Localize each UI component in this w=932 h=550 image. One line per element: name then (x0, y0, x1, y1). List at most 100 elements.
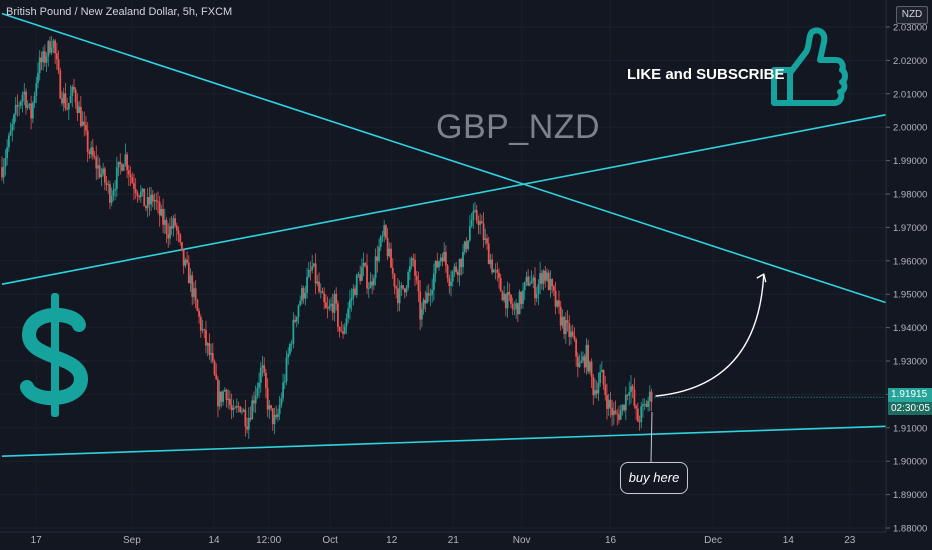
time-tick-label: 23 (844, 535, 856, 546)
price-axis-bg (886, 0, 932, 550)
candle-body (426, 292, 428, 304)
candle-body (69, 96, 72, 104)
candle-body (408, 266, 411, 273)
candle-body (571, 331, 574, 336)
candle-body (508, 292, 511, 295)
candle-body (331, 303, 334, 313)
trendlines[interactable] (1, 12, 892, 457)
price-tick-label: 1.99000 (893, 156, 927, 167)
trendline-upper-descending (1, 12, 892, 305)
candle-body (492, 269, 495, 273)
candle-body (187, 262, 190, 284)
thumbs-up-icon[interactable] (771, 27, 848, 106)
candle-body (414, 260, 416, 276)
candle-body (564, 320, 567, 335)
price-tick-label: 2.02000 (893, 56, 927, 67)
candle-body (258, 382, 260, 388)
candle-body (403, 288, 406, 293)
price-axis[interactable]: 2.03000 2.02000 2.01000 2.00000 1.99000 1.980… (885, 0, 932, 550)
candle-body (539, 273, 542, 284)
candle-body (648, 391, 651, 401)
candle-body (556, 300, 559, 307)
candle-body (42, 51, 45, 63)
candle-body (124, 154, 127, 165)
candle-body (518, 291, 521, 315)
candle-body (208, 343, 211, 355)
time-tick-label: 21 (448, 535, 460, 546)
candle-body (217, 379, 219, 407)
candle-body (290, 343, 293, 345)
candle-body (624, 394, 627, 411)
candle-body (415, 275, 418, 281)
candle-body (532, 277, 535, 282)
candle-body (282, 382, 284, 399)
candle-body (232, 407, 235, 411)
candle-body (287, 353, 290, 358)
candle-body (631, 386, 634, 390)
candle-body (43, 51, 46, 63)
candle-body (501, 291, 504, 301)
candle-body (364, 263, 367, 266)
candle-body (359, 274, 362, 281)
candle-body (446, 265, 449, 278)
candle-body (614, 410, 617, 414)
candle-body (117, 161, 120, 168)
candle-body (215, 374, 218, 380)
candle-body (169, 226, 171, 239)
candle-body (506, 292, 509, 309)
currency-label[interactable]: NZD (896, 6, 928, 24)
candle-body (612, 410, 615, 416)
candle-body (141, 188, 144, 192)
candle-body (302, 288, 305, 299)
candle-body (527, 276, 530, 286)
candle-body (162, 208, 164, 225)
candle-body (566, 320, 569, 323)
candle-body (57, 59, 60, 71)
candle-body (645, 403, 648, 407)
trendline-mid-ascending (1, 113, 891, 285)
candle-body (297, 305, 300, 317)
candle-body (583, 356, 586, 368)
candle-body (191, 275, 194, 297)
candle-body (265, 372, 267, 389)
candle-body (362, 263, 365, 268)
candle-body (516, 303, 519, 315)
time-tick-label: 14 (783, 535, 795, 546)
candle-body (38, 57, 41, 74)
candle-body (390, 248, 392, 268)
candle-body (398, 288, 401, 304)
time-axis[interactable]: 17 Sep 14 12:00 Oct 12 21 Nov 16 Dec 14 23 (0, 531, 886, 546)
candle-body (196, 299, 199, 311)
candle-body (256, 387, 259, 396)
candle-body (261, 365, 264, 368)
candle-body (13, 114, 15, 125)
candle-body (578, 363, 581, 368)
candle-body (372, 278, 375, 286)
candle-body (9, 130, 12, 136)
candle-body (470, 220, 473, 227)
price-tick-label: 1.95000 (893, 290, 927, 301)
candle-body (2, 166, 5, 178)
candle-body (105, 182, 108, 185)
candle-body (528, 283, 531, 286)
candle-body (635, 405, 638, 409)
candle-body (277, 413, 279, 418)
candle-body (420, 309, 423, 320)
candle-body (559, 306, 562, 326)
candle-body (523, 281, 526, 291)
candle-body (551, 278, 554, 287)
candle-body (225, 389, 228, 401)
candle-body (619, 409, 622, 420)
candle-body (157, 201, 159, 203)
candle-body (88, 151, 91, 155)
candle-body (247, 417, 250, 430)
candle-body (249, 417, 252, 420)
candle-body (71, 86, 74, 97)
candle-body (172, 218, 175, 229)
candle-body (285, 357, 288, 382)
price-tick-label: 2.03000 (893, 23, 927, 34)
candle-body (575, 339, 578, 357)
candle-body (585, 344, 588, 368)
candle-body (55, 53, 58, 60)
